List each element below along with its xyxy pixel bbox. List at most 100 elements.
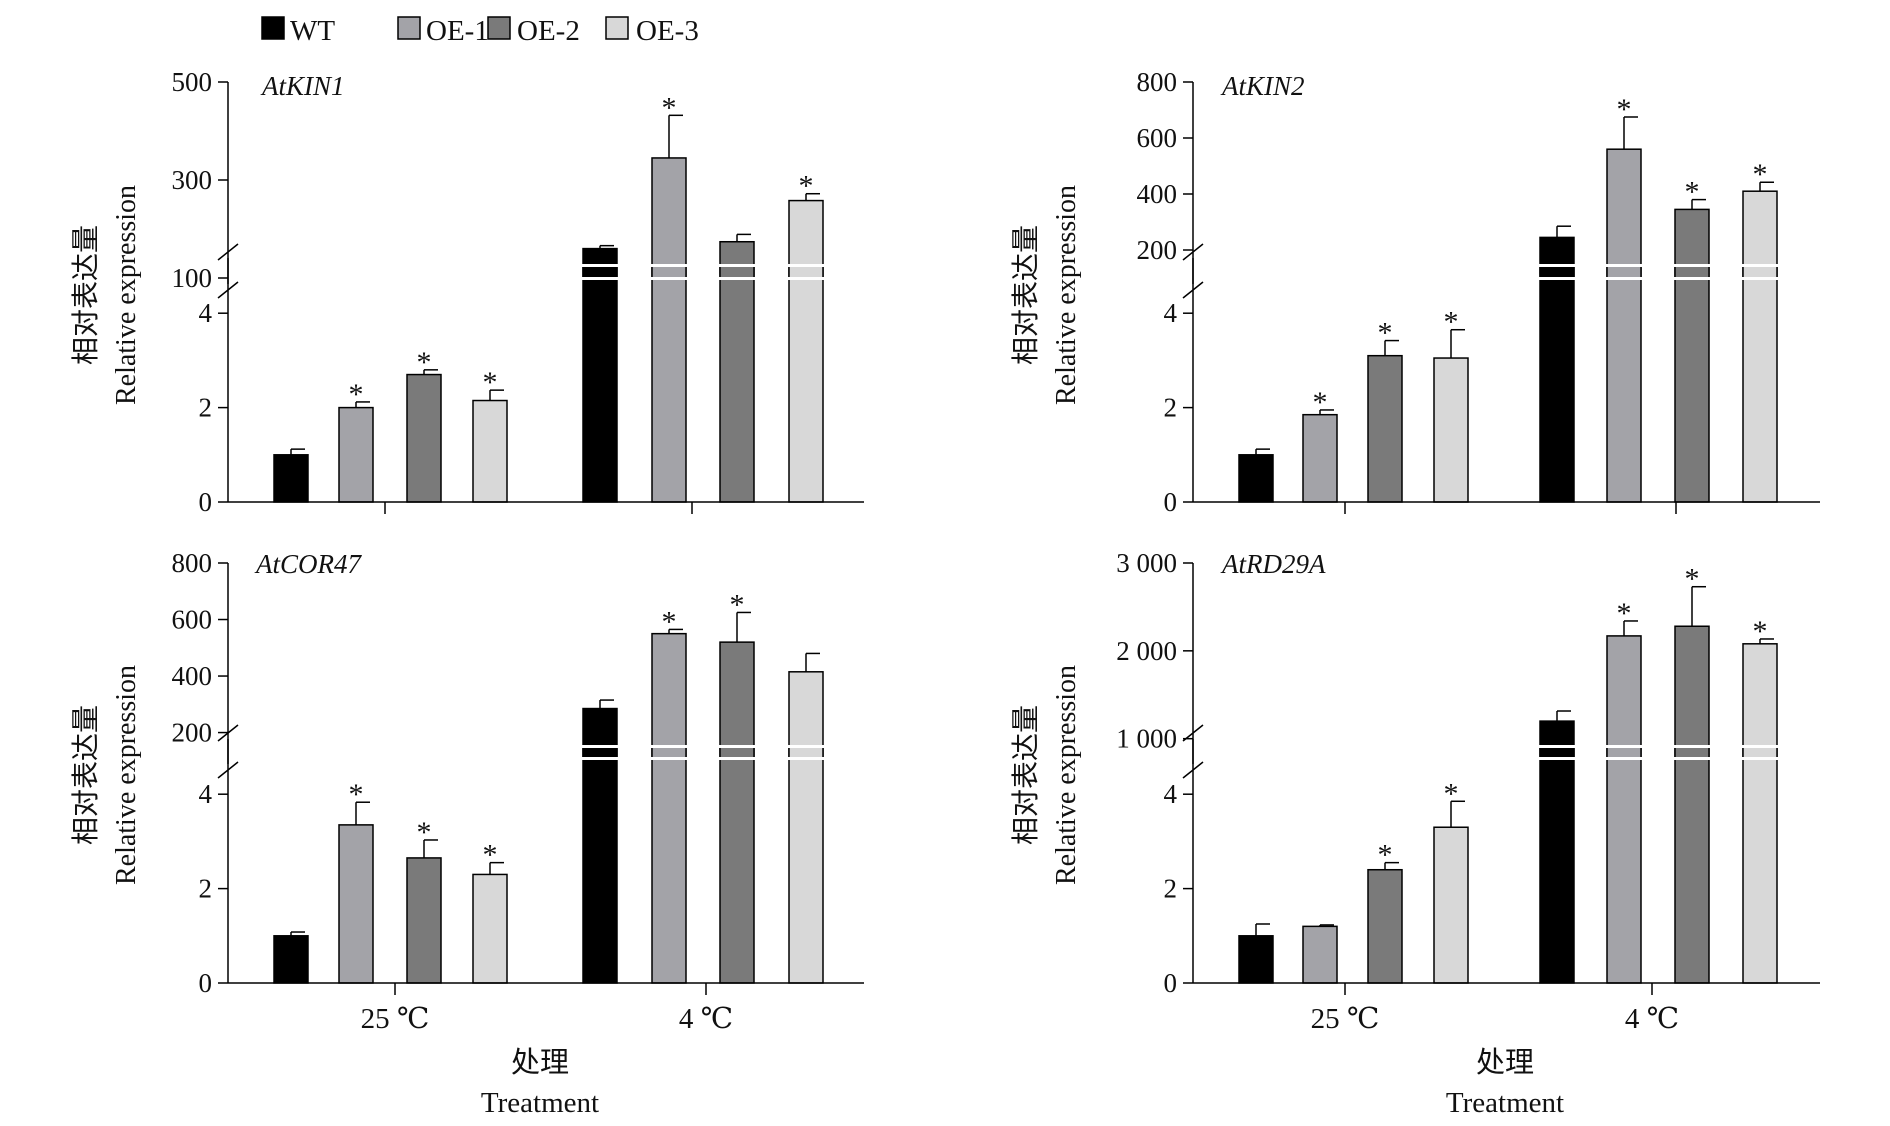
bar <box>273 935 309 984</box>
axis-break-mark <box>217 761 239 779</box>
gene-label: AtCOR47 <box>254 549 362 579</box>
legend-item-oe3: OE-3 <box>605 15 699 47</box>
bar <box>1674 746 1710 984</box>
panel-atcor47: * * * * * 0 2 4 200 400 600 800 AtCOR47 <box>172 548 864 998</box>
y-tick-label: 400 <box>1137 179 1178 209</box>
gene-label: AtKIN1 <box>260 71 345 101</box>
bar <box>1302 413 1338 503</box>
bar <box>1606 148 1642 279</box>
bar <box>406 373 442 503</box>
bar <box>1742 746 1778 984</box>
significance-star: * <box>1378 317 1393 350</box>
bar <box>338 406 374 503</box>
bar <box>1433 826 1469 984</box>
significance-star: * <box>662 91 677 124</box>
legend-swatch-oe2 <box>487 16 511 40</box>
legend-swatch-wt <box>261 16 285 40</box>
significance-star: * <box>417 816 432 849</box>
x-group-label-4c-left: 4 ℃ <box>679 1003 733 1035</box>
y-tick-label: 2 <box>199 393 213 423</box>
axis-break-mark <box>217 243 239 261</box>
y-tick-label: 4 <box>199 779 213 809</box>
legend-label-oe1: OE-1 <box>426 15 489 47</box>
bar <box>1742 190 1778 279</box>
y-tick-label: 2 <box>1164 874 1178 904</box>
x-group-label-25c-left: 25 ℃ <box>361 1003 430 1035</box>
bar <box>338 824 374 984</box>
x-axis-title-en-right: Treatment <box>1446 1087 1564 1119</box>
bar <box>651 632 687 759</box>
bar <box>472 399 508 503</box>
bar <box>788 265 824 503</box>
significance-star: * <box>417 346 432 379</box>
y-axis-title-cn: 相对表达量 <box>1010 705 1042 845</box>
panel-atkin1: * * * * * 0 2 4 100 300 500 AtKIN1 <box>172 67 864 517</box>
bar <box>719 265 755 503</box>
y-tick-label: 100 <box>172 263 213 293</box>
significance-star: * <box>1313 386 1328 419</box>
y-tick-label: 800 <box>1137 67 1178 97</box>
significance-star: * <box>1378 839 1393 872</box>
bar <box>582 265 618 503</box>
bar <box>1539 746 1575 984</box>
y-tick-label: 600 <box>172 605 213 635</box>
bar <box>1367 868 1403 984</box>
y-axis-title-4: 相对表达量 Relative expression <box>1010 665 1082 885</box>
y-axis-title-en: Relative expression <box>1051 185 1082 405</box>
bar <box>1742 643 1778 759</box>
bar <box>1606 265 1642 503</box>
bar <box>1238 935 1274 984</box>
bar <box>651 157 687 279</box>
significance-star: * <box>349 778 364 811</box>
y-tick-label: 0 <box>1164 487 1178 517</box>
bar <box>1539 236 1575 279</box>
bar <box>719 641 755 759</box>
bar <box>651 265 687 503</box>
gene-label: AtRD29A <box>1220 549 1326 579</box>
y-tick-label: 600 <box>1137 123 1178 153</box>
bar <box>651 746 687 984</box>
y-tick-label: 4 <box>1164 779 1178 809</box>
significance-star: * <box>1444 306 1459 339</box>
bar <box>1433 357 1469 503</box>
axis-break-mark <box>1182 243 1204 261</box>
legend: WT OE-1 OE-2 OE-3 <box>261 15 699 47</box>
significance-star: * <box>1753 615 1768 648</box>
y-tick-label: 200 <box>172 718 213 748</box>
bar <box>582 707 618 759</box>
x-group-label-25c-right: 25 ℃ <box>1311 1003 1380 1035</box>
y-axis-title-en: Relative expression <box>111 185 142 405</box>
y-axis-title-cn: 相对表达量 <box>70 225 102 365</box>
significance-star: * <box>730 588 745 621</box>
x-axis-title-cn-left: 处理 <box>511 1046 569 1079</box>
y-tick-label: 2 000 <box>1116 636 1177 666</box>
y-tick-label: 1 000 <box>1116 724 1177 754</box>
y-axis-title-3: 相对表达量 Relative expression <box>70 665 142 885</box>
bar <box>1606 746 1642 984</box>
axis-break-mark <box>217 281 239 299</box>
bar <box>472 873 508 984</box>
bar <box>1539 720 1575 759</box>
legend-label-oe3: OE-3 <box>636 15 699 47</box>
significance-star: * <box>1685 176 1700 209</box>
legend-item-oe1: OE-1 <box>397 15 489 47</box>
y-axis-title-1: 相对表达量 Relative expression <box>70 185 142 405</box>
y-tick-label: 0 <box>199 487 213 517</box>
bar <box>1674 208 1710 279</box>
y-axis-title-cn: 相对表达量 <box>70 705 102 845</box>
panel-atrd29a: * * * * * 0 2 4 1 000 2 000 3 000 AtRD29A <box>1116 548 1820 998</box>
legend-label-oe2: OE-2 <box>517 15 580 47</box>
y-axis-title-en: Relative expression <box>1051 665 1082 885</box>
panel-atkin2: * * * * * * 0 2 4 200 400 600 800 AtKIN2 <box>1137 67 1820 517</box>
bar <box>273 454 309 503</box>
axis-break-mark <box>1182 761 1204 779</box>
significance-star: * <box>1617 597 1632 630</box>
bar <box>1238 454 1274 503</box>
bar <box>1674 625 1710 759</box>
bar <box>1674 265 1710 503</box>
significance-star: * <box>1753 158 1768 191</box>
bar <box>719 240 755 279</box>
significance-star: * <box>1685 563 1700 596</box>
significance-star: * <box>1444 777 1459 810</box>
